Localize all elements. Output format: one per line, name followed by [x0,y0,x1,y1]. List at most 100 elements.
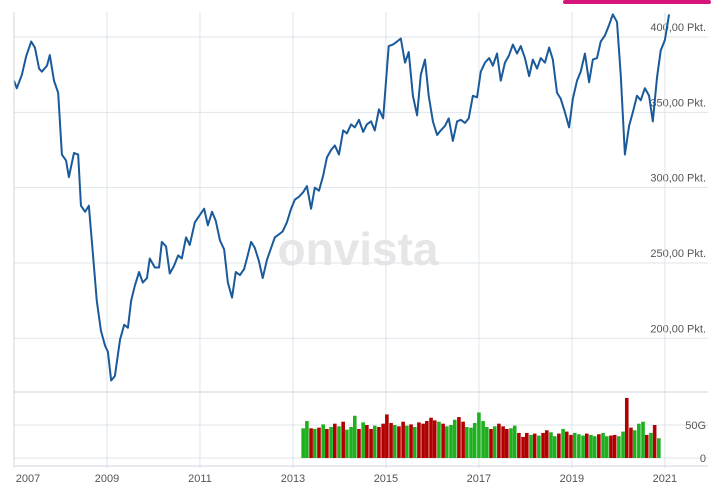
volume-bar [552,436,557,458]
volume-bar [352,415,357,458]
header-button[interactable] [563,0,711,4]
volume-bar [629,427,633,458]
volume-bar [361,422,365,458]
volume-bar [429,417,433,458]
x-tick-label: 2019 [560,473,584,485]
y-tick-label: 50G [685,420,706,432]
volume-bar [532,433,537,458]
volume-bar [609,435,613,458]
volume-bar [472,423,477,458]
volume-bar [332,423,337,458]
volume-bar [501,426,505,458]
volume-bar [624,397,629,458]
volume-bar [649,432,653,458]
volume-bar [561,428,565,458]
volume-bar [309,428,313,458]
volume-bar [457,417,461,458]
volume-bar [341,421,345,458]
volume-bar [529,434,533,458]
volume-bar [604,436,609,458]
volume-bar [589,434,593,458]
volume-bar [485,426,489,458]
volume-bar [612,434,617,458]
y-tick-label: 350,00 Pkt. [650,97,706,109]
volume-bar [432,420,437,458]
volume-bar [301,428,305,458]
volume-bar [497,423,501,458]
volume-bar [409,424,413,458]
volume-bar [405,425,409,458]
volume-bar [505,428,509,458]
volume-bar [637,423,641,458]
x-tick-label: 2011 [188,473,212,485]
volume-bar [401,421,405,458]
x-tick-label: 2021 [653,473,677,485]
volume-bar [329,426,333,458]
y-tick-label: 300,00 Pkt. [650,173,706,185]
volume-bar [441,423,445,458]
volume-bar [601,432,605,458]
volume-bar [632,430,637,458]
volume-bar [592,436,597,458]
price-line [13,13,671,382]
volume-bar [657,438,661,458]
volume-bar [357,428,361,458]
volume-bar [577,434,581,458]
volume-bar [621,431,625,458]
volume-bar [389,423,393,458]
volume-bar [381,423,385,458]
volume-bar [412,426,417,458]
volume-bar [425,421,429,458]
volume-bar [597,434,601,458]
volume-bar [313,428,317,458]
volume-bar [465,426,469,458]
y-tick-label: 250,00 Pkt. [650,248,706,260]
volume-bar [641,421,645,458]
x-tick-label: 2015 [374,473,398,485]
volume-bar [321,424,325,458]
volume-bar [521,436,525,458]
volume-bar [541,432,545,458]
volume-bar [461,421,465,458]
volume-bar [569,434,573,458]
x-tick-label: 2013 [281,473,305,485]
volume-bar [372,425,377,458]
volume-bar [652,425,657,458]
x-tick-label: 2007 [16,473,40,485]
volume-bar [445,426,449,458]
volume-bar [644,434,649,458]
volume-bar [557,433,561,458]
volume-bar [469,427,473,458]
volume-bar [421,423,425,458]
volume-bar [617,436,621,458]
watermark: onvista [277,223,438,275]
volume-bar [305,421,309,458]
volume-bar [325,428,329,458]
volume-bar [564,431,569,458]
volume-bar [572,432,577,458]
volume-bar [317,427,321,458]
volume-bar [537,435,541,458]
volume-bar [337,426,341,458]
volume-bar [417,422,421,458]
volume-bar [452,419,457,458]
volume-bar [397,426,401,458]
volume-bar [369,428,373,458]
volume-bar [349,426,353,458]
volume-bar [345,429,349,458]
x-tick-label: 2017 [467,473,491,485]
volume-bar [365,425,369,458]
volume-bar [481,421,485,458]
volume-bar [385,414,389,458]
y-tick-label: 0 [700,453,706,465]
volume-bar [549,432,553,458]
y-tick-label: 200,00 Pkt. [650,323,706,335]
y-tick-label: 400,00 Pkt. [650,22,706,34]
volume-bar [377,426,381,458]
x-tick-label: 2009 [95,473,119,485]
volume-bar [392,425,397,458]
volume-bar [525,432,529,458]
volume-bar [437,421,441,458]
